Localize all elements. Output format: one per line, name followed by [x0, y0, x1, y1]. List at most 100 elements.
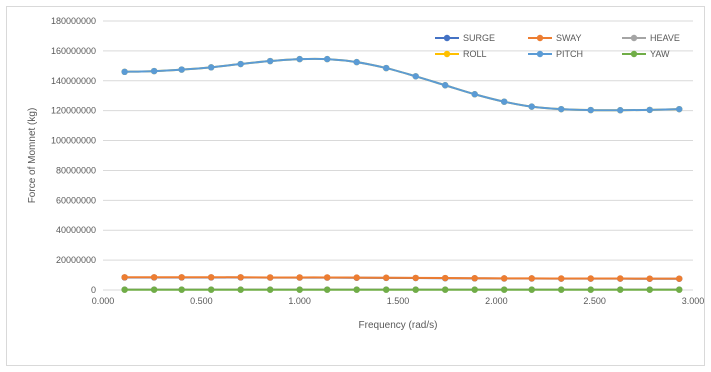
legend-marker-yaw: [630, 50, 638, 58]
x-tick-label: 1.500: [387, 296, 410, 306]
data-point-sway: [501, 275, 508, 282]
data-point-yaw: [617, 286, 624, 293]
x-axis-title: Frequency (rad/s): [359, 320, 438, 331]
data-point-sway: [266, 274, 274, 281]
data-point-yaw: [442, 286, 449, 293]
legend-item-pitch: PITCH: [528, 49, 583, 59]
series-line-pitch: [124, 57, 680, 112]
y-tick-label: 180000000: [51, 16, 96, 26]
data-point-sway: [178, 274, 185, 281]
data-point-yaw: [587, 286, 594, 293]
legend-marker-surge: [443, 34, 451, 42]
data-point-sway: [296, 274, 303, 281]
legend-marker-pitch: [536, 50, 544, 58]
y-axis-title: Force of Momnet (kg): [27, 108, 38, 204]
data-point-yaw: [237, 286, 244, 293]
data-point-pitch: [266, 57, 274, 65]
data-point-pitch: [237, 60, 244, 68]
data-point-pitch: [558, 105, 565, 113]
data-point-yaw: [296, 286, 303, 293]
x-tick-label: 1.000: [288, 296, 311, 306]
y-tick-label: 160000000: [51, 46, 96, 56]
data-point-sway: [617, 275, 624, 282]
data-point-pitch: [150, 67, 158, 75]
legend-label-roll: ROLL: [463, 49, 487, 59]
data-point-pitch: [617, 107, 624, 114]
legend-item-yaw: YAW: [622, 49, 670, 59]
series-line-roll: [124, 57, 680, 112]
data-point-yaw: [266, 286, 274, 293]
data-point-pitch: [676, 105, 683, 113]
data-point-sway: [121, 274, 128, 281]
legend-marker-roll: [443, 50, 451, 58]
legend-item-sway: SWAY: [528, 33, 582, 43]
data-point-sway: [150, 274, 158, 281]
gridlines: [103, 20, 693, 291]
series-yaw: [121, 286, 683, 293]
data-point-sway: [528, 275, 535, 282]
y-tick-label: 60000000: [56, 195, 96, 205]
data-point-yaw: [412, 286, 419, 293]
x-tick-label: 2.500: [583, 296, 606, 306]
data-point-pitch: [324, 55, 331, 63]
data-point-yaw: [646, 286, 653, 293]
legend-item-surge: SURGE: [435, 33, 495, 43]
data-point-yaw: [121, 286, 128, 293]
data-point-yaw: [501, 286, 508, 293]
x-tick-label: 0.000: [92, 296, 115, 306]
series-roll: [121, 55, 683, 114]
y-tick-label: 120000000: [51, 106, 96, 116]
data-point-yaw: [383, 286, 390, 293]
legend-item-roll: ROLL: [435, 49, 487, 59]
legend-label-surge: SURGE: [463, 33, 495, 43]
data-point-sway: [471, 274, 478, 282]
chart-frame: [6, 6, 705, 366]
y-tick-label: 140000000: [51, 76, 96, 86]
legend-label-yaw: YAW: [650, 49, 670, 59]
legend-label-pitch: PITCH: [556, 49, 583, 59]
series-lines: [121, 55, 683, 293]
data-point-sway: [646, 275, 653, 282]
legend-item-heave: HEAVE: [622, 33, 680, 43]
data-point-pitch: [121, 68, 128, 76]
data-point-sway: [237, 274, 244, 281]
data-point-sway: [558, 275, 565, 282]
data-point-yaw: [178, 286, 185, 293]
data-point-sway: [324, 274, 331, 281]
y-tick-label: 80000000: [56, 165, 96, 175]
data-point-sway: [383, 274, 390, 281]
series-line-sway: [124, 276, 680, 280]
data-point-pitch: [646, 106, 653, 114]
data-point-pitch: [353, 58, 360, 66]
data-point-sway: [412, 274, 419, 282]
legend-marker-sway: [536, 34, 544, 42]
x-tick-label: 3.000: [682, 296, 705, 306]
series-sway: [121, 274, 683, 282]
x-tick-label: 0.500: [190, 296, 213, 306]
y-tick-label: 20000000: [56, 255, 96, 265]
x-tick-label: 2.000: [485, 296, 508, 306]
data-point-pitch: [383, 64, 390, 72]
data-point-pitch: [178, 66, 185, 73]
data-point-pitch: [207, 64, 215, 71]
data-point-sway: [442, 274, 449, 282]
y-tick-label: 0: [91, 285, 96, 295]
data-point-sway: [207, 274, 215, 281]
data-point-yaw: [528, 286, 535, 293]
data-point-yaw: [558, 286, 565, 293]
data-point-pitch: [442, 82, 449, 89]
data-point-yaw: [150, 286, 158, 293]
data-point-sway: [353, 274, 360, 281]
data-point-pitch: [296, 55, 303, 63]
y-tick-label: 100000000: [51, 136, 96, 146]
legend-label-heave: HEAVE: [650, 33, 680, 43]
data-point-yaw: [353, 286, 360, 293]
axes: 0 20000000 40000000 60000000 80000000 1000000…: [51, 16, 704, 306]
data-point-pitch: [528, 103, 535, 110]
data-point-yaw: [207, 286, 215, 293]
data-point-yaw: [324, 286, 331, 293]
data-point-yaw: [676, 286, 683, 293]
data-point-sway: [676, 275, 683, 282]
legend-label-sway: SWAY: [556, 33, 582, 43]
